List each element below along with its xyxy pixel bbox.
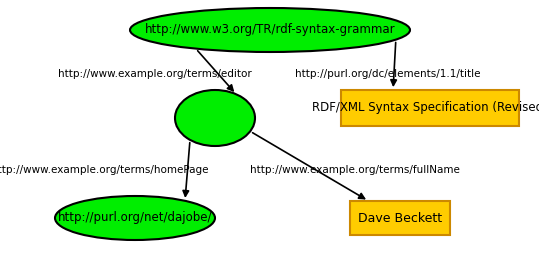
Text: http://purl.org/net/dajobe/: http://purl.org/net/dajobe/ xyxy=(58,211,212,224)
Text: http://www.example.org/terms/fullName: http://www.example.org/terms/fullName xyxy=(250,165,460,175)
Ellipse shape xyxy=(175,90,255,146)
Text: http://purl.org/dc/elements/1.1/title: http://purl.org/dc/elements/1.1/title xyxy=(295,69,481,79)
Text: Dave Beckett: Dave Beckett xyxy=(358,211,442,224)
Text: RDF/XML Syntax Specification (Revised): RDF/XML Syntax Specification (Revised) xyxy=(312,101,539,114)
FancyBboxPatch shape xyxy=(350,201,450,235)
Text: http://www.example.org/terms/homePage: http://www.example.org/terms/homePage xyxy=(0,165,209,175)
Text: http://www.w3.org/TR/rdf-syntax-grammar: http://www.w3.org/TR/rdf-syntax-grammar xyxy=(144,23,395,36)
Ellipse shape xyxy=(55,196,215,240)
Ellipse shape xyxy=(130,8,410,52)
FancyBboxPatch shape xyxy=(341,90,519,126)
Text: http://www.example.org/terms/editor: http://www.example.org/terms/editor xyxy=(58,69,252,79)
